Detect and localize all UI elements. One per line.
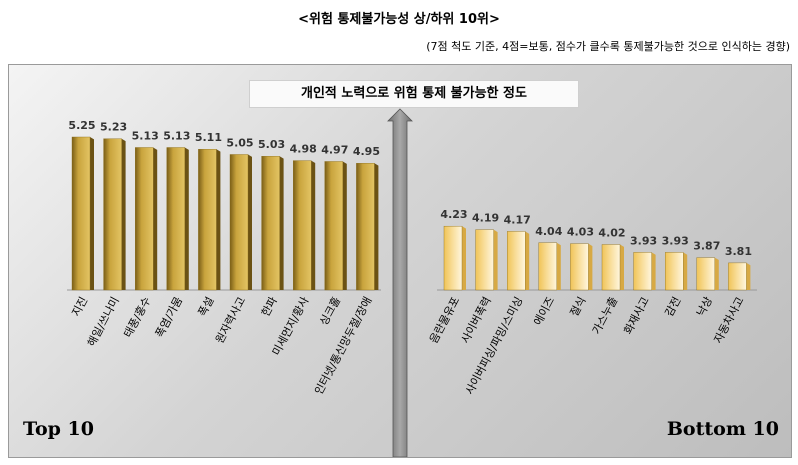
bottom-bar-side: [556, 242, 561, 290]
bottom-category-label: 감전: [663, 295, 684, 319]
bottom-category-label: 사이버피싱/파밍/스미싱: [463, 295, 525, 397]
top-value-label: 4.95: [353, 145, 380, 158]
top-bar-side: [184, 147, 189, 290]
chart-title: 개인적 노력으로 위험 통제 불가능한 정도: [249, 80, 579, 108]
top-category-label: 폭설: [196, 295, 217, 319]
bottom-value-label: 4.17: [504, 213, 531, 226]
bottom-bar-side: [714, 257, 719, 290]
page-subtitle: (7점 척도 기준, 4점=보통, 점수가 클수록 통제불가능한 것으로 인식하…: [426, 40, 790, 53]
top-bar: [229, 154, 249, 291]
top-bar-side: [374, 163, 379, 290]
bottom-category-label: 화재사고: [621, 295, 651, 337]
bottom-bar: [538, 242, 557, 291]
bottom-value-label: 3.93: [662, 234, 689, 247]
center-axis-arrow: [387, 108, 413, 457]
bottom-category-label: 에이즈: [531, 295, 557, 328]
top-bar: [324, 161, 343, 291]
top-category-label: 인터넷/통신망두절/장애: [312, 295, 374, 397]
top-category-label: 해일/쓰나미: [84, 294, 122, 349]
top-bar: [71, 136, 91, 291]
bottom-value-label: 4.04: [535, 225, 562, 238]
top-value-label: 5.13: [163, 129, 190, 142]
top-bar-side: [311, 160, 316, 290]
bottom10-label: Bottom 10: [666, 418, 779, 440]
bottom-category-label: 가스누출: [590, 295, 620, 337]
bottom-value-label: 3.93: [630, 234, 657, 247]
top-bar-side: [279, 156, 284, 290]
bottom-bar-side: [651, 252, 656, 290]
top-bar: [293, 160, 312, 291]
bottom-bar: [475, 229, 494, 291]
bottom-value-label: 3.87: [693, 240, 720, 253]
top-value-label: 5.25: [68, 119, 95, 132]
bottom-value-label: 4.02: [598, 227, 625, 240]
bottom-bar: [570, 243, 589, 291]
top-bar-side: [90, 137, 94, 290]
top-category-label: 태풍/홍수: [120, 294, 153, 340]
bottom-category-label: 절식: [568, 295, 589, 319]
page-title: <위험 통제불가능성 상/하위 10위>: [298, 12, 500, 27]
bottom-value-label: 4.03: [567, 226, 594, 239]
top-bar: [103, 138, 122, 291]
bottom-category-label: 사이버폭력: [459, 295, 494, 346]
top-category-label: 폭염/가뭄: [153, 295, 185, 340]
top-bar: [356, 163, 375, 291]
top-value-label: 5.23: [100, 121, 127, 134]
top-category-label: 싱크홀: [317, 295, 343, 328]
top-bar-side: [342, 161, 347, 290]
top-value-label: 4.98: [290, 143, 317, 156]
top-category-label: 원자력사고: [213, 295, 248, 346]
top-value-label: 5.13: [132, 129, 159, 142]
top-bar-side: [216, 149, 221, 290]
top-bar-side: [248, 154, 252, 290]
top-bar: [166, 147, 186, 291]
top-category-label: 한파: [259, 295, 280, 319]
bottom-bar: [633, 252, 652, 291]
top-value-label: 5.11: [195, 131, 222, 144]
bottom-bar-side: [683, 252, 688, 290]
bottom-bar: [728, 262, 747, 291]
bottom-bar: [443, 225, 463, 291]
bottom-category-label: 낙상: [694, 295, 715, 319]
bottom-bar: [696, 257, 715, 291]
chart-area: 5.25 지진 5.23 해일/쓰나미 5.13 태풍/홍수 5.13 폭염/가뭄 5.11 폭설…: [67, 108, 757, 457]
top10-label: Top 10: [23, 418, 94, 440]
top-bar-side: [153, 147, 158, 290]
chart-panel: 5.25 지진 5.23 해일/쓰나미 5.13 태풍/홍수 5.13 폭염/가뭄 5.11 폭설…: [8, 64, 792, 458]
top-value-label: 4.97: [321, 143, 348, 156]
top-bar: [134, 147, 154, 291]
bottom-bar-side: [746, 262, 751, 290]
bottom-value-label: 4.23: [440, 208, 467, 221]
top-value-label: 5.05: [226, 136, 253, 149]
bottom-value-label: 3.81: [725, 245, 752, 258]
bottom-bar-side: [493, 229, 498, 290]
bottom-bar-side: [620, 244, 624, 290]
bottom-bar: [665, 252, 684, 291]
bottom-category-label: 자동차사고: [711, 295, 746, 346]
top-bar: [261, 156, 280, 291]
bottom-bar-side: [588, 243, 593, 290]
bottom-bar-side: [462, 226, 466, 290]
top-value-label: 5.03: [258, 138, 285, 151]
bottom-bar-side: [525, 231, 530, 290]
bottom-bar: [601, 244, 621, 291]
bottom-value-label: 4.19: [472, 212, 499, 225]
bottom-bar: [507, 231, 526, 291]
top-bar-side: [121, 138, 126, 290]
bottom-category-label: 음란물유포: [427, 295, 462, 346]
top-bar: [198, 149, 217, 291]
top-category-label: 지진: [69, 295, 90, 319]
